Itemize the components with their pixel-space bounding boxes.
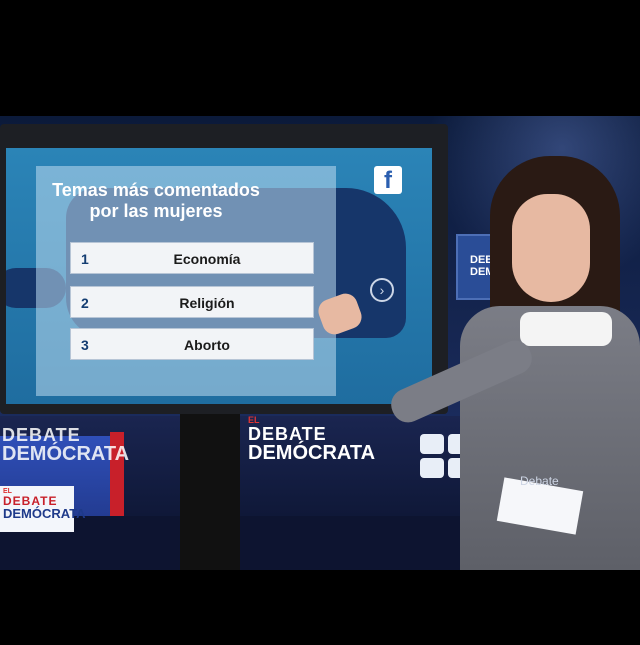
facebook-icon: f: [374, 166, 402, 194]
ranking-item: 1 Economía: [70, 242, 314, 274]
logo-line2: DEMÓCRATA: [2, 443, 130, 465]
ranking-number: 1: [81, 251, 89, 267]
debate-logo-left: DEBATE DEMÓCRATA: [2, 426, 129, 464]
logo-line1: DEBATE: [3, 494, 58, 508]
ranking-topic: Religión: [179, 295, 235, 311]
screen-title-line1: Temas más comentados: [52, 180, 260, 200]
monitor-stand: [180, 414, 240, 570]
broadcast-photo: DEBATE DEMÓCRATA EL DEBATE DEMÓCRATA EL …: [0, 116, 640, 570]
logo-line1: DEBATE: [248, 424, 327, 444]
screen-title: Temas más comentados por las mujeres: [36, 180, 276, 222]
ranking-topic: Economía: [173, 251, 241, 267]
hashtag-text: Debate: [520, 474, 559, 488]
logo-line2: DEMÓCRATA: [248, 442, 376, 464]
debate-logo-corner: EL DEBATE DEMÓCRATA: [0, 486, 86, 532]
presenter-face: [512, 194, 590, 302]
ranking-number: 3: [81, 337, 89, 353]
presenter-collar: [520, 312, 612, 346]
screen-title-line2: por las mujeres: [89, 201, 223, 221]
logo-line2: DEMÓCRATA: [3, 506, 86, 521]
logo-el: EL: [248, 415, 260, 425]
logo-line1: DEBATE: [2, 425, 81, 445]
debate-logo-center: EL DEBATE DEMÓCRATA: [248, 415, 376, 464]
ranking-item: 2 Religión: [70, 286, 314, 318]
ranking-topic: Aborto: [184, 337, 230, 353]
chevron-right-icon: ›: [370, 278, 394, 302]
logo-el: EL: [3, 488, 12, 495]
ranking-number: 2: [81, 295, 89, 311]
ranking-item: 3 Aborto: [70, 328, 314, 360]
studio-monitor: f Temas más comentados por las mujeres 1…: [0, 124, 448, 414]
